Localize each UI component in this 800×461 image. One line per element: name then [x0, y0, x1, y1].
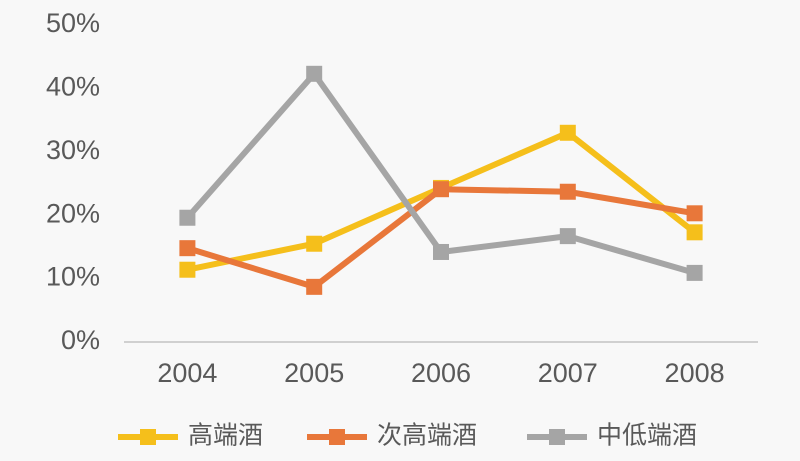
y-tick-label: 10%: [46, 262, 100, 292]
marker: [179, 209, 196, 226]
y-tick-label: 30%: [46, 135, 100, 165]
x-tick-label: 2008: [665, 358, 725, 388]
marker: [433, 243, 449, 260]
x-tick-label: 2005: [284, 358, 344, 388]
marker: [559, 228, 576, 245]
marker: [306, 278, 323, 295]
legend-marker: [549, 429, 565, 445]
x-tick-label: 2007: [538, 358, 598, 388]
y-tick-label: 40%: [46, 72, 100, 102]
marker: [179, 240, 196, 257]
marker: [686, 264, 703, 281]
marker: [559, 183, 576, 200]
marker: [686, 205, 703, 222]
y-tick-label: 50%: [46, 8, 100, 38]
marker: [306, 65, 323, 82]
legend-marker: [329, 429, 345, 445]
marker: [433, 181, 449, 198]
marker: [306, 235, 323, 252]
legend-label: 次高端酒: [377, 422, 477, 450]
x-tick-label: 2004: [157, 358, 217, 388]
marker: [686, 224, 703, 241]
marker: [179, 261, 196, 278]
y-tick-label: 20%: [46, 198, 100, 228]
legend-marker: [140, 429, 156, 445]
x-tick-label: 2006: [411, 358, 471, 388]
legend-label: 高端酒: [188, 422, 263, 450]
y-tick-label: 0%: [61, 325, 100, 355]
legend-label: 中低端酒: [597, 422, 697, 450]
marker: [559, 124, 576, 141]
